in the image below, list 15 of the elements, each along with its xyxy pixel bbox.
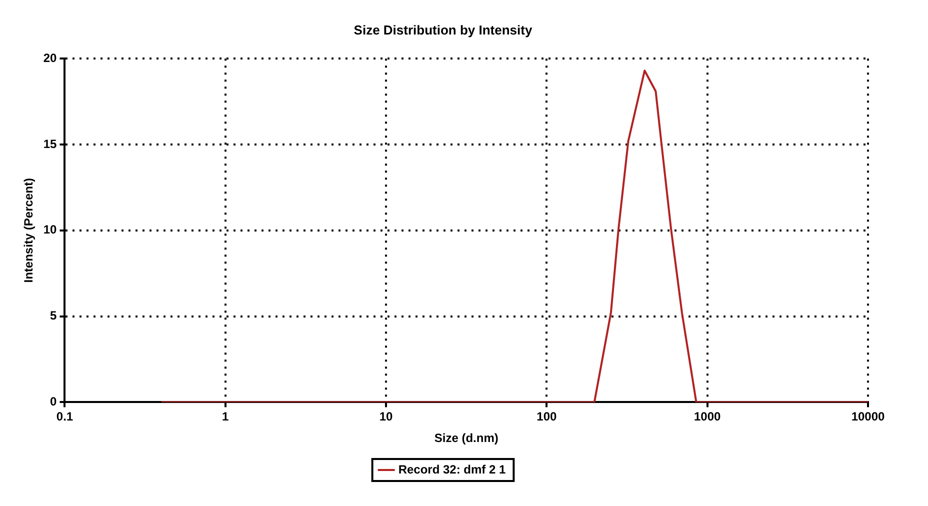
- x-tick-label: 100: [536, 410, 558, 424]
- x-tick-label: 10000: [851, 410, 886, 424]
- y-tick-label: 5: [50, 308, 58, 323]
- x-axis-title: Size (d.nm): [434, 431, 498, 446]
- x-tick-label: 1: [222, 410, 230, 424]
- x-tick-label: 10: [379, 410, 394, 424]
- y-tick-label: 0: [50, 394, 58, 409]
- y-tick-label: 15: [43, 136, 58, 151]
- x-tick-label: 1000: [694, 410, 722, 424]
- y-axis-title: Intensity (Percent): [22, 178, 36, 283]
- x-tick-label: 0.1: [56, 410, 74, 424]
- legend-label: Record 32: dmf 2 1: [398, 462, 506, 476]
- y-tick-label: 20: [43, 50, 58, 65]
- y-tick-label: 10: [43, 222, 58, 237]
- chart-title: Size Distribution by Intensity: [354, 22, 533, 38]
